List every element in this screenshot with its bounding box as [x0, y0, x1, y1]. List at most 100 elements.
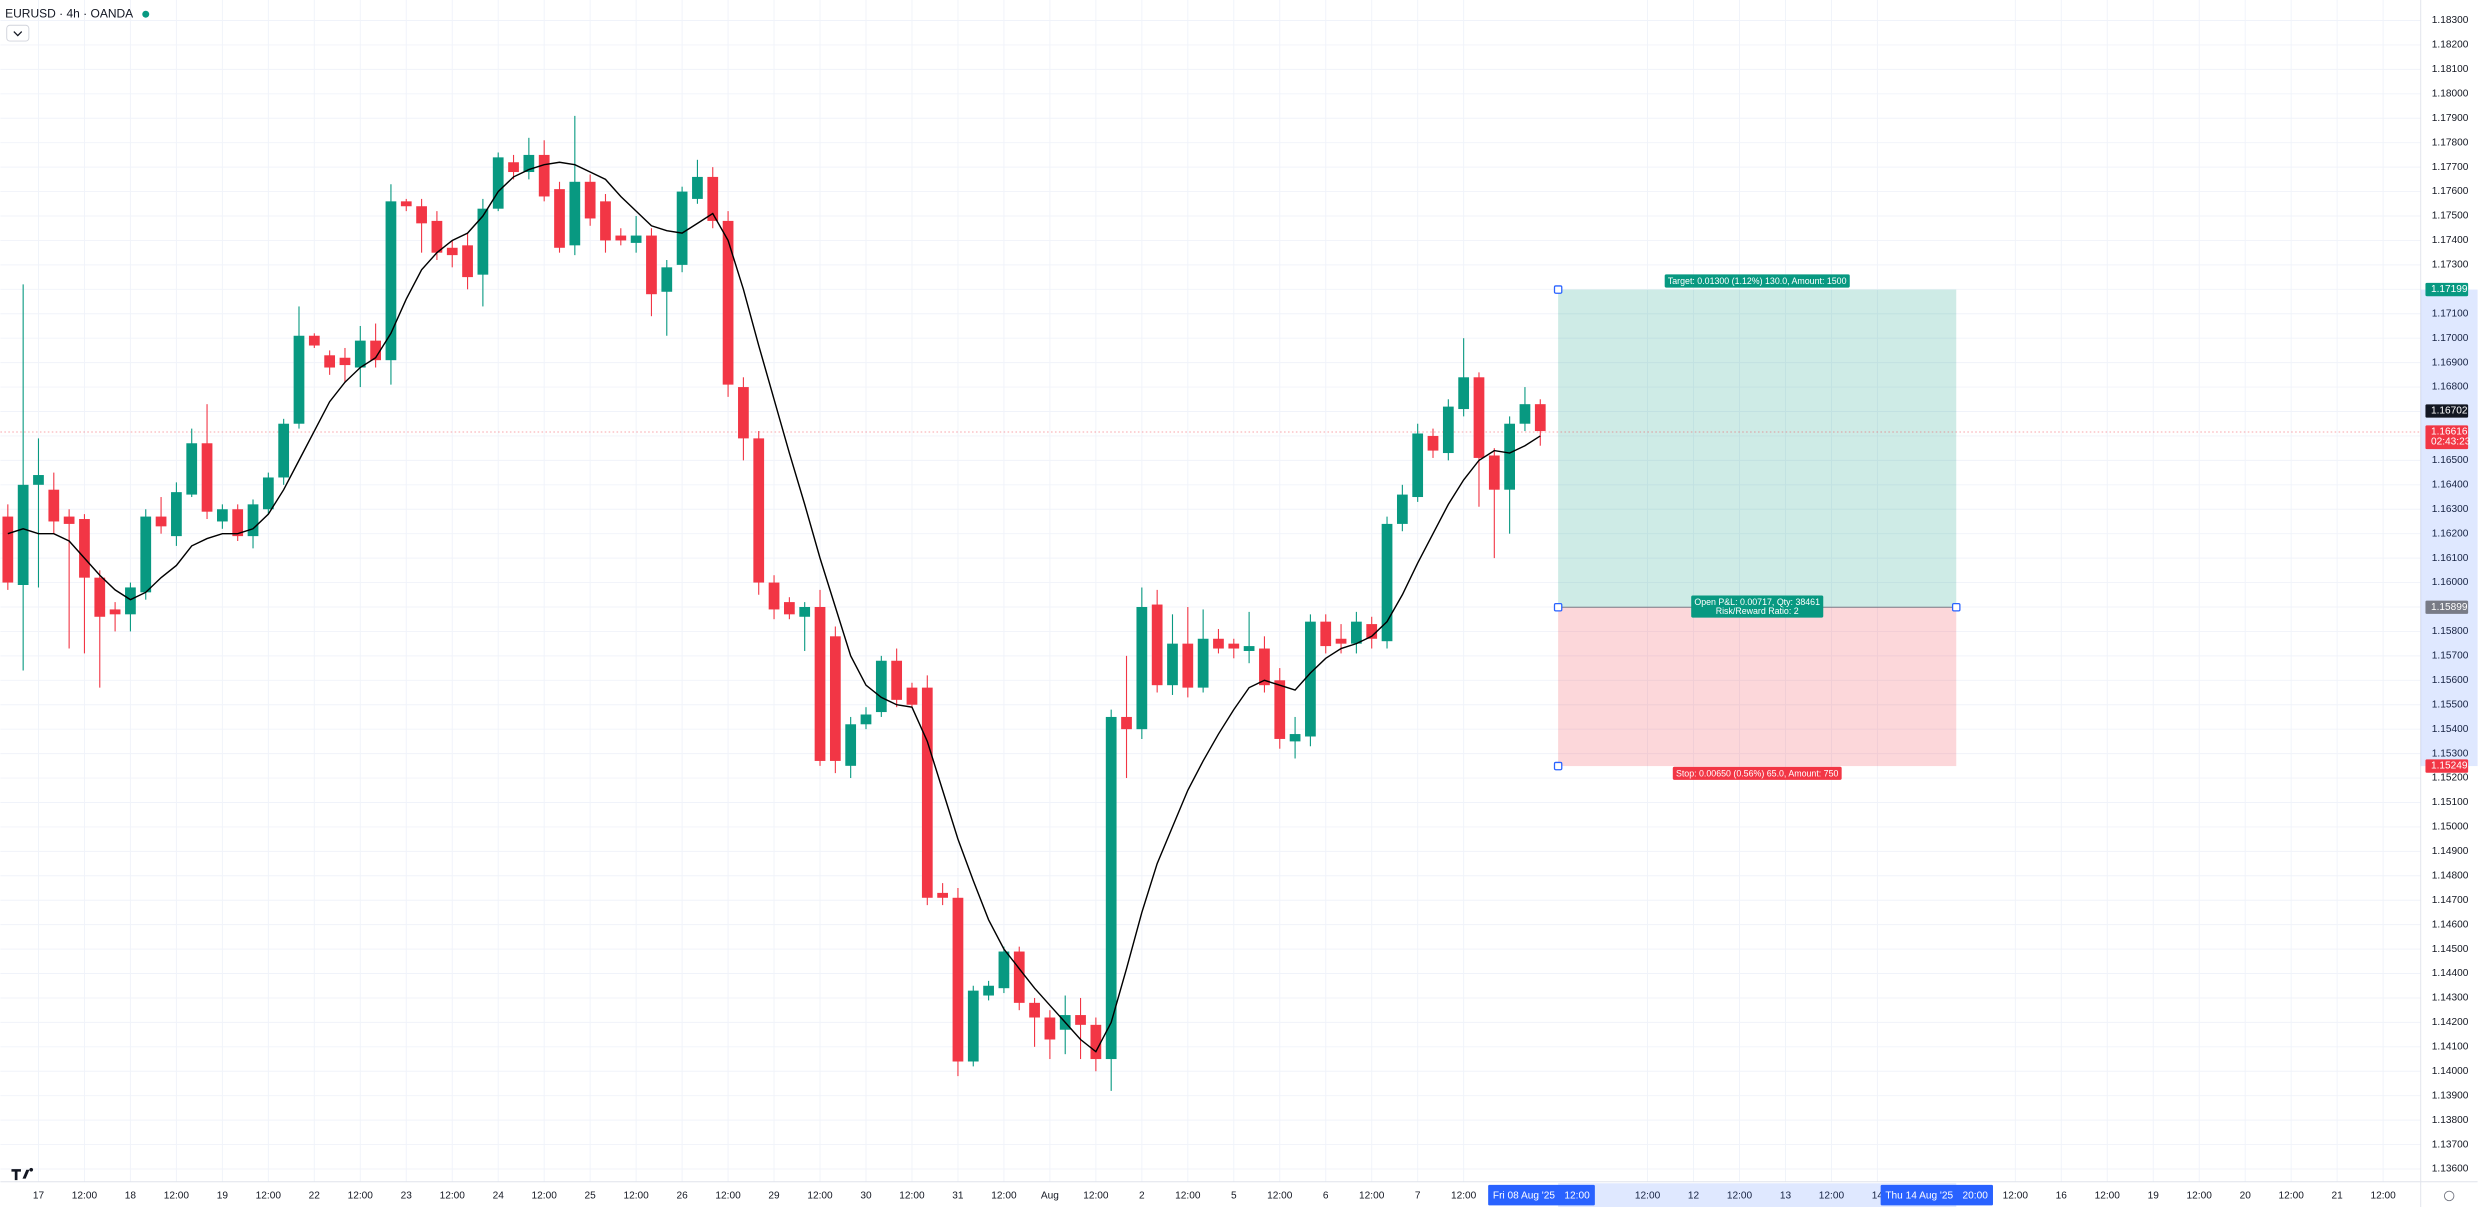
y-tick-label: 1.16300 — [2432, 504, 2469, 515]
pnl-text: Open P&L: 0.00717, Qty: 38461 — [1694, 597, 1820, 607]
entry-price-label-text: 1.15899 — [2431, 602, 2468, 613]
candle-body — [155, 516, 167, 527]
candle-body — [584, 181, 596, 219]
candle-body — [48, 489, 60, 522]
candle-body — [293, 335, 305, 424]
candle-body — [983, 985, 994, 996]
candle-body — [216, 509, 228, 522]
candle-body — [1473, 377, 1485, 458]
y-tick-label: 1.17000 — [2432, 333, 2469, 344]
x-tick-label: 24 — [493, 1191, 505, 1202]
x-tick-label: 12:00 — [2095, 1191, 2121, 1202]
x-tick-label: 21 — [2332, 1191, 2344, 1202]
candle-body — [33, 475, 44, 485]
candle-body — [1167, 643, 1178, 686]
x-tick-label: 7 — [1415, 1191, 1421, 1202]
x-tick-label: 12:00 — [164, 1191, 190, 1202]
candle-body — [1243, 646, 1255, 651]
y-tick-label: 1.15400 — [2432, 724, 2469, 735]
y-tick-label: 1.18100 — [2432, 64, 2469, 75]
y-tick-label: 1.15500 — [2432, 699, 2469, 710]
x-tick-label: 19 — [2148, 1191, 2160, 1202]
x-tick-label: 2 — [1139, 1191, 1145, 1202]
y-tick-label: 1.13800 — [2432, 1115, 2469, 1126]
candle-body — [79, 519, 90, 578]
candle-body — [875, 660, 887, 713]
candle-body — [508, 162, 519, 173]
x-tick-label: 12:00 — [991, 1191, 1017, 1202]
candle-body — [1029, 1002, 1040, 1018]
candle-body — [1534, 404, 1546, 432]
y-tick-label: 1.16500 — [2432, 455, 2469, 466]
settings-button[interactable] — [2443, 1190, 2455, 1202]
stop-price-label: 1.15249 — [2425, 759, 2469, 773]
candle-body — [646, 235, 657, 295]
y-tick-label: 1.16000 — [2432, 577, 2469, 588]
x-tick-label: 6 — [1323, 1191, 1329, 1202]
candle-body — [308, 335, 320, 346]
entry-price-label-background — [2425, 600, 2469, 614]
candle-body — [1075, 1015, 1086, 1025]
candle-body — [186, 443, 198, 495]
candle-body — [171, 492, 182, 537]
x-tick-label: 12:00 — [1083, 1191, 1109, 1202]
target-info: Target: 0.01300 (1.12%) 130.0, Amount: 1… — [1664, 274, 1850, 288]
candle-body — [1305, 621, 1316, 737]
x-tick-label: 12:00 — [532, 1191, 558, 1202]
y-tick-label: 1.14400 — [2432, 968, 2469, 979]
candle-body — [201, 443, 213, 512]
price-range-highlight — [2420, 289, 2478, 767]
candle-body — [1320, 621, 1332, 647]
target-price-label-background — [2425, 282, 2469, 297]
collapse-icon — [13, 31, 23, 37]
y-tick-label: 1.14100 — [2432, 1042, 2469, 1053]
x-tick-label: 12:00 — [807, 1191, 833, 1202]
candle-body — [1289, 734, 1301, 742]
candle-body — [630, 235, 642, 243]
x-tick-label: 25 — [585, 1191, 597, 1202]
x-tick-label: 16 — [2056, 1191, 2068, 1202]
candle-body — [1519, 404, 1531, 424]
candle-body — [354, 340, 366, 368]
x-tick-label: 12:00 — [1359, 1191, 1385, 1202]
collapse-button[interactable] — [6, 24, 30, 42]
candle-body — [1427, 435, 1439, 451]
x-tick-label: 29 — [768, 1191, 780, 1202]
start-time-label-date: Fri 08 Aug '25 — [1493, 1191, 1555, 1202]
candle-body — [1335, 638, 1347, 644]
y-tick-label: 1.15000 — [2432, 822, 2469, 833]
y-tick-label: 1.18300 — [2432, 15, 2469, 26]
entry-price-label: 1.15899 — [2425, 600, 2469, 614]
start-time-label: Fri 08 Aug '25 12:00 — [1488, 1184, 1595, 1206]
x-tick-label: 12:00 — [348, 1191, 374, 1202]
y-tick-label: 1.15600 — [2432, 675, 2469, 686]
marker-price-label: 1.16702 — [2425, 404, 2469, 418]
candle-body — [1442, 406, 1454, 454]
y-tick-label: 1.17800 — [2432, 137, 2469, 148]
candle-body — [707, 176, 719, 221]
target-zone — [1558, 289, 1957, 608]
x-tick-label: 12:00 — [1267, 1191, 1293, 1202]
x-tick-label: Aug — [1041, 1191, 1059, 1202]
end-time-label-time: 20:00 — [1963, 1191, 1989, 1202]
x-tick-label: 12 — [1688, 1191, 1700, 1202]
y-tick-label: 1.16400 — [2432, 479, 2469, 490]
x-tick-label: 17 — [33, 1191, 45, 1202]
moving-average-line — [7, 161, 1541, 1053]
time-range-highlight — [1558, 1183, 1957, 1207]
x-tick-label: 12:00 — [2370, 1191, 2396, 1202]
stop-info-text: Stop: 0.00650 (0.56%) 65.0, Amount: 750 — [1676, 768, 1839, 778]
y-tick-label: 1.17300 — [2432, 260, 2469, 271]
candle-body — [1121, 716, 1132, 730]
ratio-text: Risk/Reward Ratio: 2 — [1716, 606, 1799, 616]
x-tick-label: 30 — [860, 1191, 872, 1202]
candle-body — [247, 504, 259, 537]
candle-body — [2, 516, 14, 583]
candle-body — [1274, 680, 1286, 739]
y-tick-label: 1.14500 — [2432, 944, 2469, 955]
y-tick-label: 1.16100 — [2432, 553, 2469, 564]
end-time-label-background — [1880, 1184, 1993, 1206]
candle-body — [1228, 643, 1240, 649]
